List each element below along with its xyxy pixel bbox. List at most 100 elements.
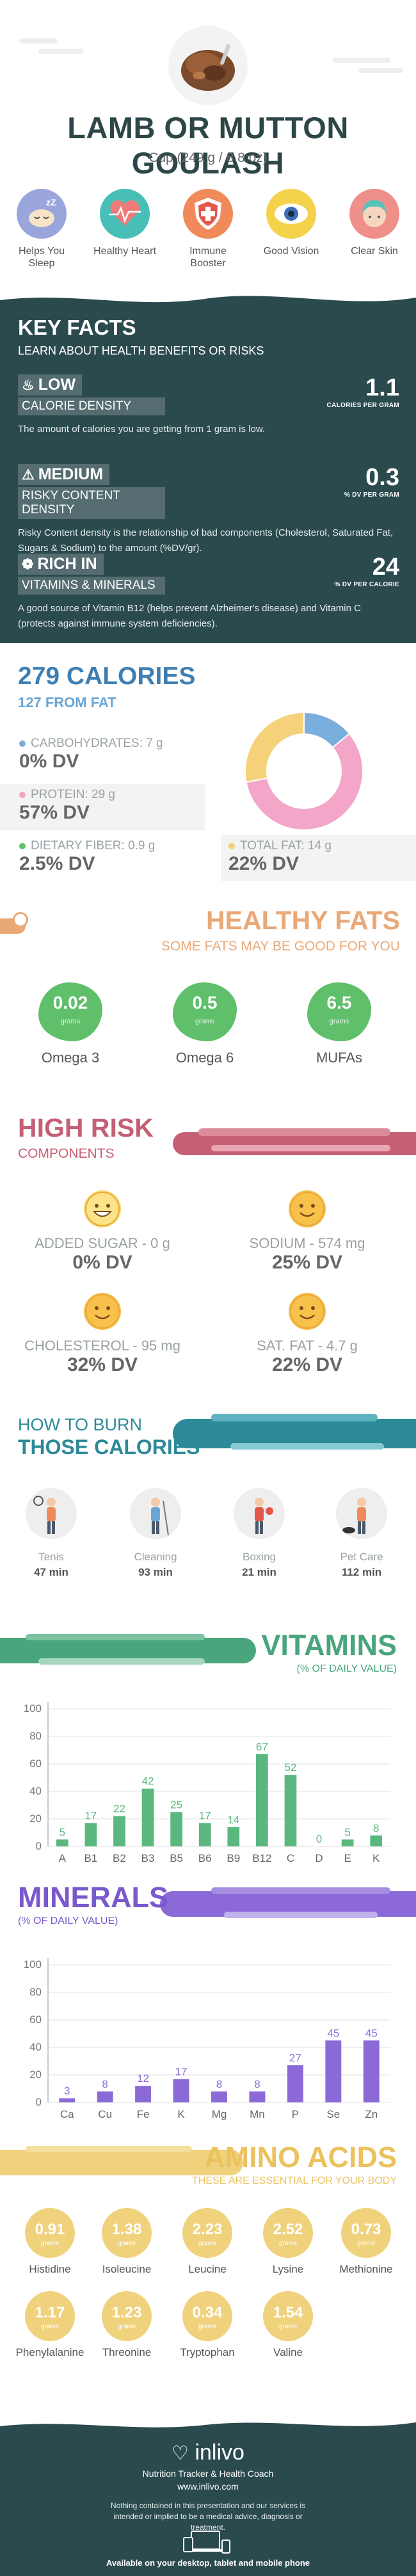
- bar: [97, 2091, 113, 2102]
- vitamins-section: VITAMINS (% OF DAILY VALUE) 0 20 40 60 80 100…: [0, 1616, 416, 1872]
- flame-icon: ♨: [22, 377, 35, 393]
- sleep-icon: zZ: [17, 189, 67, 239]
- x-tick-label: Fe: [137, 2108, 150, 2120]
- fat-value: 0.02: [52, 993, 88, 1012]
- amino-acid-item: 0.91 grams Histidine: [12, 2208, 88, 2276]
- fat-unit: grams: [195, 1018, 215, 1025]
- key-fact-level: ❁ RICH IN: [18, 554, 104, 575]
- bar: [227, 1827, 240, 1846]
- risk-item: SAT. FAT - 4.7 g 22% DV: [211, 1293, 403, 1376]
- vitamins-title: VITAMINS: [261, 1629, 397, 1661]
- bar-value-label: 67: [256, 1741, 268, 1753]
- amino-value: 2.52: [273, 2221, 303, 2238]
- bar-value-label: 17: [199, 1809, 211, 1821]
- macro-label-row: CARBOHYDRATES: 7 g: [19, 737, 205, 751]
- benefit-item: Healthy Heart: [90, 189, 160, 257]
- x-tick-label: B2: [113, 1852, 126, 1864]
- benefit-label: Healthy Heart: [93, 246, 156, 257]
- total-fat-dot: [228, 842, 235, 849]
- amino-name: Methionine: [339, 2263, 393, 2275]
- amino-acids-subtitle: THESE ARE ESSENTIAL FOR YOUR BODY: [191, 2175, 397, 2186]
- cloud-decoration: [358, 68, 403, 73]
- activity-item: Cleaning 93 min: [114, 1488, 197, 1579]
- accent-bar: [211, 1145, 390, 1151]
- key-fact-unit: % DV PER CALORIE: [334, 581, 399, 588]
- key-fact-value: 24% DV PER CALORIE: [335, 554, 399, 588]
- burn-title-1: HOW TO BURN: [18, 1415, 143, 1434]
- boxing-icon: [234, 1488, 285, 1539]
- macro-dot: [19, 842, 26, 849]
- accent-bar: [211, 1887, 390, 1894]
- risk-label: ADDED SUGAR - 0 g: [35, 1235, 170, 1251]
- bar: [325, 2040, 342, 2102]
- eye-icon: [266, 189, 316, 239]
- bar-value-label: 14: [227, 1814, 239, 1826]
- fat-unit: grams: [60, 1018, 81, 1025]
- high-risk-title: HIGH RISK: [18, 1113, 154, 1142]
- bar: [113, 1816, 125, 1846]
- y-tick-label: 60: [29, 2013, 42, 2026]
- bar: [59, 2098, 76, 2102]
- wave-divider: [0, 2416, 416, 2428]
- y-tick-label: 40: [29, 2041, 42, 2053]
- x-tick-label: Zn: [365, 2108, 378, 2120]
- bar: [173, 2079, 189, 2102]
- fat-unit: grams: [329, 1018, 349, 1025]
- risk-dv: 25% DV: [271, 1252, 343, 1273]
- benefit-item: Clear Skin: [339, 189, 410, 257]
- fat-badge: 6.5 grams: [307, 982, 371, 1041]
- fat-badge: 0.5 grams: [173, 982, 237, 1041]
- amino-value: 0.91: [35, 2221, 65, 2238]
- amino-name: Leucine: [188, 2263, 227, 2275]
- minerals-subtitle: (% OF DAILY VALUE): [18, 1916, 118, 1926]
- bar-value-label: 52: [284, 1761, 296, 1773]
- risk-dv: 32% DV: [67, 1354, 138, 1375]
- amino-badge: 0.73 grams: [341, 2208, 391, 2258]
- x-tick-label: B5: [170, 1852, 183, 1864]
- brand-name[interactable]: ♡ inlivo: [0, 2440, 416, 2465]
- key-fact-level: ♨ LOW: [18, 374, 83, 396]
- x-tick-label: Mn: [250, 2108, 265, 2120]
- accent-bar: [224, 1912, 378, 1918]
- amino-acid-item: 2.23 grams Leucine: [169, 2208, 246, 2276]
- activity-item: Tenis 47 min: [10, 1488, 93, 1579]
- face-icon: [349, 189, 399, 239]
- macro-label-row: DIETARY FIBER: 0.9 g: [19, 839, 205, 853]
- bar: [370, 1835, 383, 1846]
- y-tick-label: 80: [29, 1986, 42, 1998]
- donut-slice: [244, 711, 305, 783]
- high-risk-section: HIGH RISK COMPONENTS ADDED SUGAR - 0 g 0%…: [0, 1104, 416, 1405]
- tennis-icon: [26, 1488, 77, 1539]
- activity-name: Cleaning: [134, 1551, 177, 1563]
- bar: [170, 1812, 182, 1846]
- amino-acid-item: 0.34 grams Tryptophan: [169, 2291, 246, 2359]
- key-fact-unit: % DV PER GRAM: [344, 492, 399, 499]
- bar: [363, 2040, 380, 2102]
- x-tick-label: B1: [84, 1852, 97, 1864]
- cleaning-icon: [130, 1488, 181, 1539]
- website-link[interactable]: www.inlivo.com: [177, 2481, 239, 2492]
- brand-tagline: Nutrition Tracker & Health Coach: [142, 2468, 274, 2479]
- accent-bar: [198, 1128, 390, 1136]
- key-fact-value: 0.3% DV PER GRAM: [344, 464, 399, 499]
- bar: [249, 2091, 266, 2102]
- shield-icon: [183, 189, 233, 239]
- bar-value-label: 5: [60, 1826, 65, 1838]
- key-fact-description: Risky Content density is the relationshi…: [18, 527, 394, 554]
- vitamins-bar-chart: 0204060801005A17B122B242B325B517B614B967…: [24, 1702, 390, 1864]
- macro-dv: 0% DV: [19, 751, 79, 772]
- minerals-section: MINERALS (% OF DAILY VALUE) 0 20 40 60 80 100…: [0, 1872, 416, 2128]
- x-tick-label: B12: [252, 1852, 271, 1864]
- key-fact-item: ❁ RICH IN VITAMINS & MINERALS 24% DV PER CA…: [18, 554, 399, 632]
- bar-value-label: 22: [113, 1803, 125, 1815]
- x-tick-label: D: [315, 1852, 323, 1864]
- blob-shape: [173, 982, 237, 1041]
- x-tick-label: B9: [227, 1852, 240, 1864]
- activity-item: Pet Care 112 min: [320, 1488, 403, 1579]
- key-fact-level-label: RICH IN: [37, 555, 97, 573]
- benefits-row: zZ Helps You Sleep Healthy Heart Immune Boo…: [0, 189, 416, 272]
- amino-name: Histidine: [29, 2263, 71, 2275]
- key-fact-category: RISKY CONTENT DENSITY: [18, 487, 165, 519]
- availability-note: Available on your desktop, tablet and mo…: [106, 2558, 310, 2568]
